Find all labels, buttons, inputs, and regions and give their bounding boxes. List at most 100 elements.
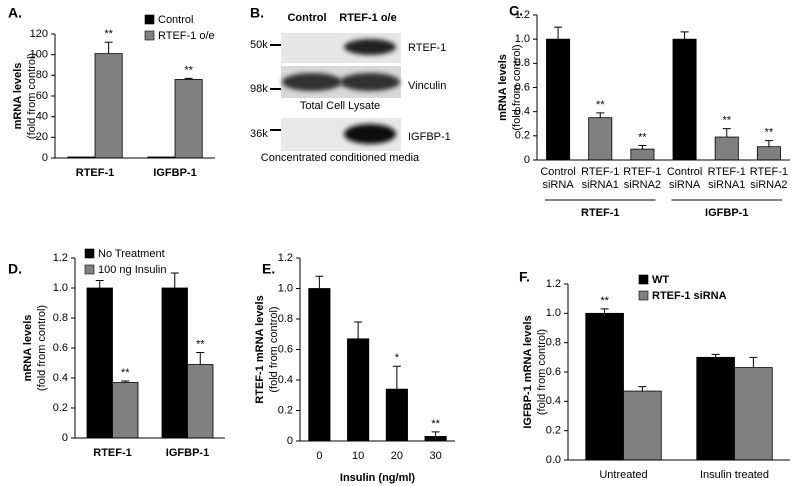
error-bar (680, 31, 689, 40)
error-bar (121, 380, 130, 383)
x-tick-label: Control (667, 166, 702, 178)
x-tick-label: 0 (316, 450, 322, 462)
error-bar (638, 145, 647, 150)
blot-band (344, 124, 396, 144)
y-tick-label: 0 (524, 154, 530, 166)
error-bar (315, 275, 324, 289)
bar (630, 148, 655, 161)
error-bar (764, 140, 773, 147)
error-bar (196, 352, 205, 365)
y-axis-label: RTEF-1 mRNA levels (254, 295, 266, 403)
legend-swatch (638, 290, 649, 301)
y-tick-label: 0.8 (515, 57, 530, 69)
y-axis-label: mRNA levels (22, 315, 34, 382)
y-tick-label: 0 (62, 432, 68, 444)
error-bar (722, 128, 731, 138)
y-tick-label: 0.8 (546, 337, 561, 349)
legend-swatch (84, 264, 95, 275)
legend-label: Control (158, 14, 193, 26)
error-bar (392, 365, 401, 390)
bar (86, 287, 113, 439)
y-tick-label: 0.6 (278, 343, 293, 355)
error-bar (749, 356, 758, 368)
y-tick-label: 1.0 (53, 282, 68, 294)
row-label: RTEF-1 (408, 42, 446, 54)
bar (672, 38, 697, 161)
significance: ** (596, 99, 605, 111)
y-tick-label: 1.2 (515, 9, 530, 21)
bar (546, 38, 571, 161)
y-tick-label: 0 (287, 435, 293, 447)
y-axis-label: IGFBP-1 mRNA levels (522, 315, 534, 428)
legend-label: RTEF-1 o/e (158, 30, 215, 42)
y-tick-label: 1.0 (515, 33, 530, 45)
bar (385, 388, 408, 442)
y-tick-label: 0.0 (546, 454, 561, 466)
size-marker: 36k (250, 128, 268, 140)
chart: E.RTEF-1 mRNA levels (fold from control)0… (254, 252, 455, 484)
bar (94, 53, 123, 159)
group-label: RTEF-1 (581, 207, 620, 219)
bar (588, 117, 613, 161)
significance: ** (121, 367, 130, 379)
chart: F. IGFBP-1 mRNA levels (fold from control)… (519, 269, 790, 481)
significance: ** (104, 28, 113, 40)
chart: D. mRNA levels (fold from control) 0 0.2 0.4 0… (8, 248, 225, 459)
bar (623, 390, 662, 461)
y-tick-label: 0.6 (546, 366, 561, 378)
y-axis-sublabel: (fold from control) (536, 329, 548, 415)
error-bar (600, 308, 609, 314)
panel-label: A. (8, 5, 22, 21)
y-tick-label: 1.2 (53, 252, 68, 264)
panel-label: D. (8, 261, 22, 277)
significance: ** (184, 64, 193, 76)
y-tick-label: 1.2 (546, 278, 561, 290)
y-tick-label: 0.6 (53, 342, 68, 354)
significance: ** (765, 127, 774, 139)
y-tick-label: 0.2 (278, 404, 293, 416)
row-label: Vinculin (408, 80, 446, 92)
y-tick-label: 0.2 (515, 130, 530, 142)
x-tick-label: RTEF-1 (581, 166, 619, 178)
y-tick-label: 0.8 (278, 313, 293, 325)
y-tick-label: 0.4 (278, 374, 293, 386)
y-tick-label: 20 (36, 131, 48, 143)
y-tick-label: 60 (36, 90, 48, 102)
error-bar (184, 77, 193, 80)
y-axis-sublabel: (fold from control) (511, 44, 523, 130)
x-tick-label: siRNA2 (750, 179, 787, 191)
x-tick-label: 10 (352, 450, 364, 462)
blot-band (344, 39, 396, 55)
y-tick-label: 80 (36, 69, 48, 81)
panel-label: F. (519, 269, 530, 285)
bar (112, 382, 139, 439)
significance: ** (431, 418, 440, 430)
x-tick-label: RTEF-1 (93, 447, 132, 459)
significance: ** (600, 295, 609, 307)
x-tick-label: Insulin treated (700, 469, 769, 481)
x-tick-label: IGFBP-1 (153, 167, 196, 179)
legend-swatch (144, 14, 155, 25)
size-marker: 50k (250, 39, 268, 51)
bar (424, 436, 447, 442)
bar (308, 288, 331, 442)
y-tick-label: 0.6 (515, 81, 530, 93)
error-bar (95, 280, 104, 288)
bar (585, 312, 624, 461)
x-tick-label: RTEF-1 (76, 167, 115, 179)
error-bar (711, 353, 720, 358)
x-tick-label: siRNA1 (582, 179, 619, 191)
x-tick-label: siRNA (669, 179, 701, 191)
x-tick-label: siRNA2 (624, 179, 661, 191)
lane-label: Control (287, 12, 326, 24)
y-tick-label: 0.4 (53, 372, 68, 384)
x-tick-label: siRNA (542, 179, 574, 191)
x-tick-label: 20 (391, 450, 403, 462)
panel-label: E. (262, 261, 275, 277)
y-tick-label: 0 (42, 152, 48, 164)
chart: C. mRNA levels (fold from control) 0 0.2 0.4 0… (497, 3, 790, 219)
bar (696, 356, 735, 461)
group-label: IGFBP-1 (705, 207, 748, 219)
x-tick-label: IGFBP-1 (166, 447, 209, 459)
size-marker: 98k (250, 83, 268, 95)
